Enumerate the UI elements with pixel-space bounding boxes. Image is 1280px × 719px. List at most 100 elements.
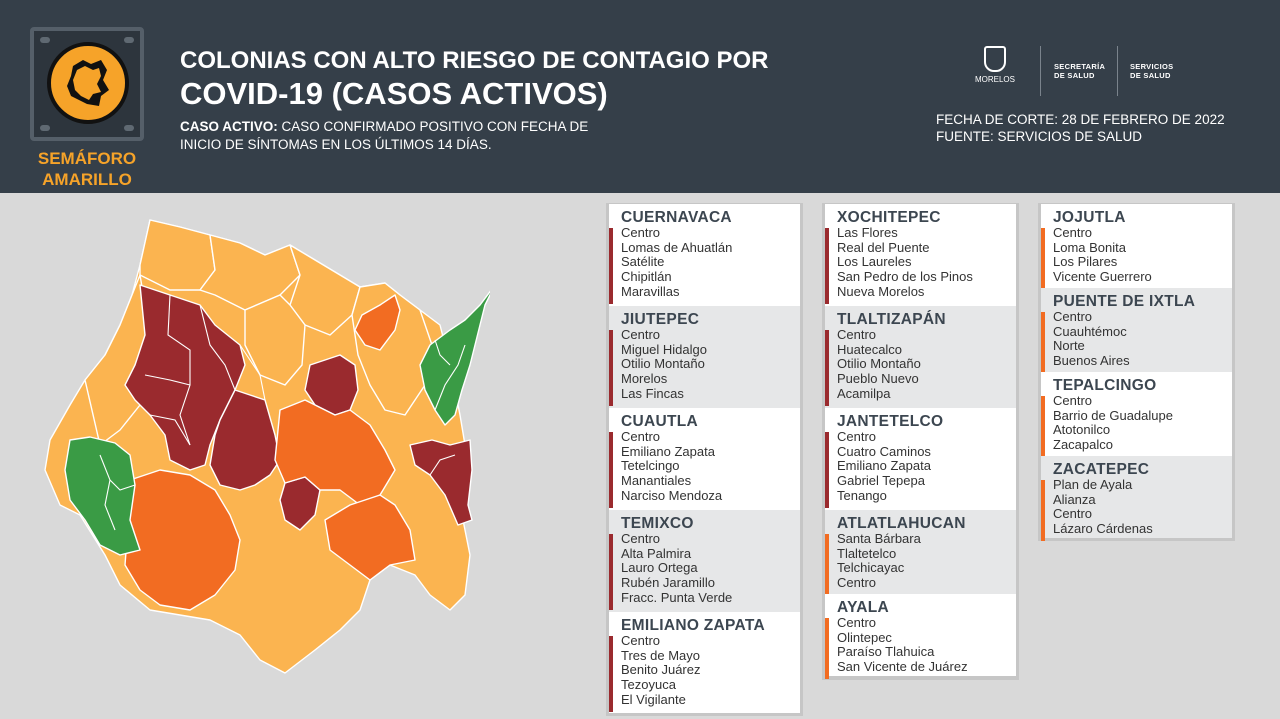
map-region: [64, 436, 141, 556]
colonia-item: Tezoyuca: [621, 677, 676, 693]
municipality-card: ZACATEPEC Plan de Ayala Alianza Centro Lázar…: [1041, 456, 1232, 541]
municipality-card: AYALA Centro Olintepec Paraíso Tlahuica San …: [825, 594, 1016, 679]
colonia-item: San Vicente de Juárez: [837, 659, 968, 675]
colonia-list: Centro Cuatro Caminos Emiliano Zapata Gabri…: [837, 429, 931, 504]
colonia-item: Cuauhtémoc: [1053, 323, 1127, 339]
colonia-item: Maravillas: [621, 283, 680, 299]
risk-color-bar: [1041, 312, 1045, 373]
risk-color-bar: [1041, 228, 1045, 289]
colonia-item: Zacapalco: [1053, 437, 1113, 453]
morelos-map: [44, 219, 490, 674]
municipality-name: TEMIXCO: [621, 515, 694, 532]
map-region: [419, 290, 490, 426]
colonia-list: Centro Lomas de Ahuatlán Satélite Chipitlán…: [621, 225, 733, 300]
colonia-item: Vicente Guerrero: [1053, 269, 1152, 285]
colonia-item: Barrio de Guadalupe: [1053, 407, 1173, 423]
colonia-item: Centro: [621, 429, 661, 444]
page-title: COLONIAS CON ALTO RIESGO DE CONTAGIO POR…: [180, 44, 768, 110]
colonia-item: Gabriel Tepepa: [837, 473, 925, 489]
municipality-name: TLALTIZAPÁN: [837, 311, 946, 328]
municipality-name: AYALA: [837, 599, 890, 616]
servicios-salud-logo: SERVICIOS DE SALUD: [1130, 62, 1173, 80]
colonia-item: Centro: [1053, 506, 1093, 522]
colonia-list: Centro Cuauhtémoc Norte Buenos Aires: [1053, 309, 1130, 369]
municipality-name: ZACATEPEC: [1053, 461, 1150, 478]
map-region: [124, 284, 246, 471]
colonia-item: Norte: [1053, 338, 1085, 354]
morelos-crest-icon: [984, 46, 1006, 72]
risk-color-bar: [825, 618, 829, 679]
colonia-item: Pueblo Nuevo: [837, 371, 919, 387]
colonia-item: Telchicayac: [837, 560, 905, 576]
active-case-definition: CASO ACTIVO: CASO CONFIRMADO POSITIVO CO…: [180, 118, 700, 154]
data-source: FUENTE: SERVICIOS DE SALUD: [936, 129, 1143, 144]
colonia-item: Atotonilco: [1053, 422, 1111, 438]
colonia-item: Alianza: [1053, 491, 1096, 507]
municipality-card: JANTETELCO Centro Cuatro Caminos Emiliano Z…: [825, 408, 1016, 510]
colonia-item: Benito Juárez: [621, 662, 701, 678]
colonia-item: Alta Palmira: [621, 545, 692, 561]
colonia-item: Lauro Ortega: [621, 560, 698, 576]
municipality-card: CUERNAVACA Centro Lomas de Ahuatlán Satélit…: [609, 204, 800, 306]
risk-color-bar: [609, 534, 613, 610]
colonia-list: Centro Alta Palmira Lauro Ortega Rubén Jara…: [621, 531, 732, 606]
colonia-item: Centro: [1053, 225, 1093, 240]
title-line2: COVID-19 (CASOS ACTIVOS): [180, 76, 608, 111]
logo-divider: [1040, 46, 1041, 96]
colonia-item: Centro: [621, 531, 661, 546]
servicios-line1: SERVICIOS: [1130, 62, 1174, 71]
map-region: [244, 294, 306, 386]
municipality-card: TEMIXCO Centro Alta Palmira Lauro Ortega Rub…: [609, 510, 800, 612]
colonia-item: Cuatro Caminos: [837, 443, 931, 459]
colonia-list: Centro Huatecalco Otilio Montaño Pueblo Nue…: [837, 327, 921, 402]
bolt-icon: [40, 37, 50, 43]
municipality-card: PUENTE DE IXTLA Centro Cuauhtémoc Norte Buen…: [1041, 288, 1232, 373]
colonia-item: Centro: [837, 327, 877, 342]
municipality-name: TEPALCINGO: [1053, 377, 1157, 394]
colonia-item: Centro: [1053, 309, 1093, 324]
map-region: [354, 294, 401, 351]
colonia-item: Centro: [621, 633, 661, 648]
colonia-item: Tlaltetelco: [837, 545, 897, 561]
colonia-item: Lomas de Ahuatlán: [621, 239, 733, 255]
semaforo-label-line2: AMARILLO: [42, 170, 132, 189]
definition-text-line2: INICIO DE SÍNTOMAS EN LOS ÚLTIMOS 14 DÍA…: [180, 137, 492, 152]
municipality-card: XOCHITEPEC Las Flores Real del Puente Los L…: [825, 204, 1016, 306]
colonia-item: Buenos Aires: [1053, 353, 1130, 369]
report-meta: FECHA DE CORTE: 28 DE FEBRERO DE 2022 FU…: [936, 111, 1225, 145]
colonia-item: Tetelcingo: [621, 458, 680, 474]
title-line1: COLONIAS CON ALTO RIESGO DE CONTAGIO POR: [180, 47, 769, 74]
municipality-card: TEPALCINGO Centro Barrio de Guadalupe Atoto…: [1041, 372, 1232, 457]
colonia-item: Los Pilares: [1053, 254, 1118, 270]
colonia-item: Emiliano Zapata: [621, 443, 715, 459]
semaforo-badge: [30, 27, 144, 141]
municipality-card: ATLATLAHUCAN Santa Bárbara Tlaltetelco Telc…: [825, 510, 1016, 595]
municipality-card: JOJUTLA Centro Loma Bonita Los Pilares Vicen…: [1041, 204, 1232, 289]
municipality-name: JOJUTLA: [1053, 209, 1126, 226]
map-region: [289, 244, 361, 336]
risk-color-bar: [609, 636, 613, 712]
colonia-item: San Pedro de los Pinos: [837, 269, 973, 285]
municipality-name: JIUTEPEC: [621, 311, 700, 328]
colonia-item: Chipitlán: [621, 269, 672, 285]
logo-divider: [1117, 46, 1118, 96]
secretaria-salud-logo: SECRETARÍA DE SALUD: [1054, 62, 1105, 80]
semaforo-light-icon: [47, 42, 129, 124]
colonia-item: Plan de Ayala: [1053, 477, 1133, 492]
colonia-item: Nueva Morelos: [837, 283, 925, 299]
map-region: [139, 219, 216, 291]
colonia-item: Los Laureles: [837, 254, 912, 270]
risk-color-bar: [825, 330, 829, 406]
colonia-item: Narciso Mendoza: [621, 487, 723, 503]
colonia-item: Tres de Mayo: [621, 647, 700, 663]
definition-text-line1: CASO CONFIRMADO POSITIVO CON FECHA DE: [281, 119, 589, 134]
colonia-item: Emiliano Zapata: [837, 458, 931, 474]
risk-color-bar: [1041, 396, 1045, 457]
colonia-item: Olintepec: [837, 629, 892, 645]
colonia-item: Rubén Jaramillo: [621, 575, 715, 591]
risk-color-bar: [609, 432, 613, 508]
municipality-name: CUERNAVACA: [621, 209, 732, 226]
colonia-item: Manantiales: [621, 473, 692, 489]
colonia-list: Centro Olintepec Paraíso Tlahuica San Vicen…: [837, 615, 968, 675]
colonia-item: Centro: [621, 225, 661, 240]
